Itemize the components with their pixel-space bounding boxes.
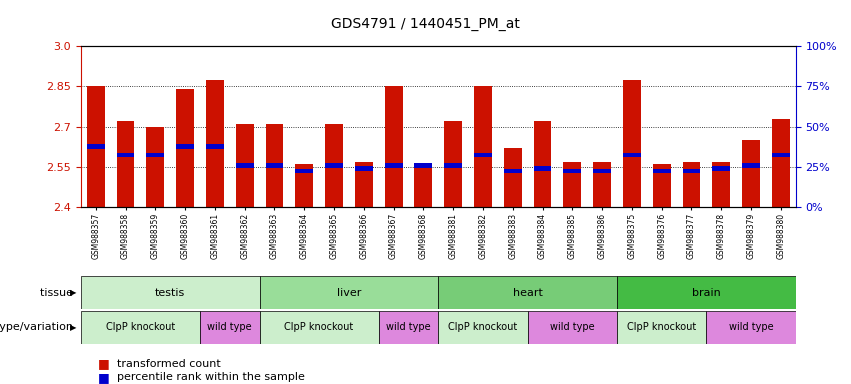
Bar [355, 162, 373, 207]
Text: ▶: ▶ [70, 288, 77, 297]
Bar [772, 119, 790, 207]
Text: liver: liver [337, 288, 361, 298]
Bar [146, 152, 164, 157]
Text: wild type: wild type [728, 322, 774, 333]
Bar [653, 169, 671, 174]
Bar [623, 152, 641, 157]
Text: wild type: wild type [550, 322, 595, 333]
Text: wild type: wild type [208, 322, 252, 333]
Bar [355, 166, 373, 171]
Text: genotype/variation: genotype/variation [0, 322, 77, 333]
Bar [295, 169, 313, 174]
Bar [444, 121, 462, 207]
Bar [706, 311, 796, 344]
Bar [146, 127, 164, 207]
Text: ClpP knockout: ClpP knockout [106, 322, 175, 333]
Bar [260, 311, 379, 344]
Bar [504, 169, 522, 174]
Bar [593, 169, 611, 174]
Text: ■: ■ [98, 358, 114, 371]
Bar [563, 169, 581, 174]
Bar [236, 124, 254, 207]
Text: tissue: tissue [40, 288, 77, 298]
Bar [474, 152, 492, 157]
Text: ▶: ▶ [70, 323, 77, 332]
Bar [504, 148, 522, 207]
Bar [87, 144, 105, 149]
Bar [200, 311, 260, 344]
Bar [117, 152, 134, 157]
Bar [260, 276, 438, 309]
Text: GDS4791 / 1440451_PM_at: GDS4791 / 1440451_PM_at [331, 17, 520, 31]
Bar [81, 276, 260, 309]
Bar [534, 166, 551, 171]
Bar [742, 140, 760, 207]
Bar [438, 276, 617, 309]
Bar [325, 163, 343, 168]
Bar [414, 164, 432, 207]
Bar [444, 163, 462, 168]
Bar [266, 124, 283, 207]
Bar [81, 311, 200, 344]
Bar [683, 162, 700, 207]
Bar [683, 169, 700, 174]
Bar [266, 163, 283, 168]
Bar [653, 164, 671, 207]
Text: heart: heart [512, 288, 543, 298]
Bar [563, 162, 581, 207]
Bar [325, 124, 343, 207]
Text: ClpP knockout: ClpP knockout [627, 322, 696, 333]
Bar [236, 163, 254, 168]
Bar [117, 121, 134, 207]
Bar [385, 86, 403, 207]
Bar [534, 121, 551, 207]
Bar [87, 86, 105, 207]
Bar [742, 163, 760, 168]
Text: ClpP knockout: ClpP knockout [448, 322, 517, 333]
Bar [414, 163, 432, 168]
Bar [712, 162, 730, 207]
Text: testis: testis [155, 288, 186, 298]
Bar [206, 144, 224, 149]
Bar [176, 144, 194, 149]
Text: ClpP knockout: ClpP knockout [284, 322, 354, 333]
Bar [617, 311, 706, 344]
Text: ■: ■ [98, 371, 114, 384]
Bar [438, 311, 528, 344]
Bar [623, 80, 641, 207]
Bar [295, 164, 313, 207]
Text: brain: brain [692, 288, 721, 298]
Bar [474, 86, 492, 207]
Bar [772, 152, 790, 157]
Text: wild type: wild type [386, 322, 431, 333]
Bar [617, 276, 796, 309]
Bar [379, 311, 438, 344]
Text: transformed count: transformed count [117, 359, 220, 369]
Bar [385, 163, 403, 168]
Bar [176, 89, 194, 207]
Bar [593, 162, 611, 207]
Bar [712, 166, 730, 171]
Text: percentile rank within the sample: percentile rank within the sample [117, 372, 305, 382]
Bar [206, 80, 224, 207]
Bar [528, 311, 617, 344]
